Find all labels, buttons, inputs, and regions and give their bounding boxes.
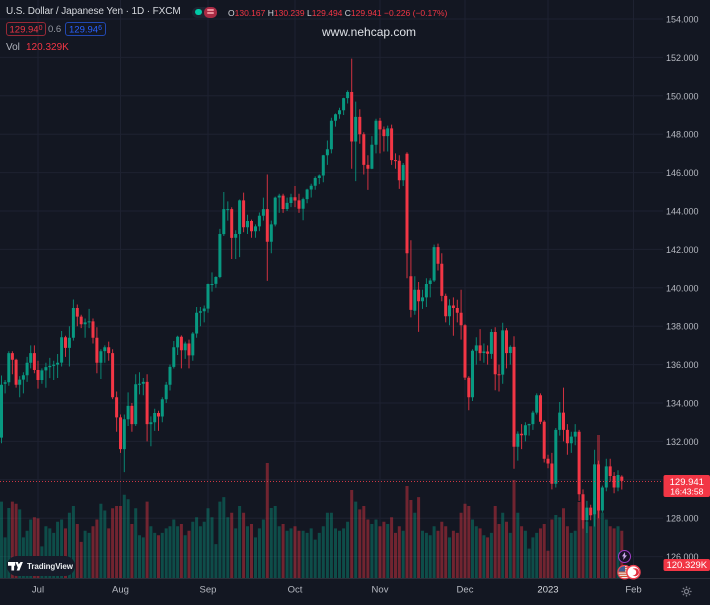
svg-text:150.000: 150.000 (666, 91, 699, 101)
svg-text:16:43:58: 16:43:58 (670, 487, 703, 497)
svg-text:146.000: 146.000 (666, 168, 699, 178)
svg-text:134.000: 134.000 (666, 399, 699, 409)
svg-text:Feb: Feb (625, 585, 641, 596)
svg-text:132.000: 132.000 (666, 437, 699, 447)
svg-text:152.000: 152.000 (666, 53, 699, 63)
svg-text:148.000: 148.000 (666, 130, 699, 140)
svg-text:Jul: Jul (32, 585, 44, 596)
svg-text:136.000: 136.000 (666, 360, 699, 370)
svg-text:144.000: 144.000 (666, 207, 699, 217)
svg-text:154.000: 154.000 (666, 15, 699, 25)
svg-text:128.000: 128.000 (666, 514, 699, 524)
svg-text:Sep: Sep (200, 585, 217, 596)
svg-text:Nov: Nov (372, 585, 389, 596)
svg-text:142.000: 142.000 (666, 245, 699, 255)
svg-text:140.000: 140.000 (666, 283, 699, 293)
svg-text:138.000: 138.000 (666, 322, 699, 332)
svg-text:Dec: Dec (457, 585, 474, 596)
svg-text:Aug: Aug (112, 585, 129, 596)
svg-text:2023: 2023 (537, 585, 558, 596)
svg-text:Oct: Oct (288, 585, 303, 596)
svg-text:120.329K: 120.329K (666, 560, 707, 571)
